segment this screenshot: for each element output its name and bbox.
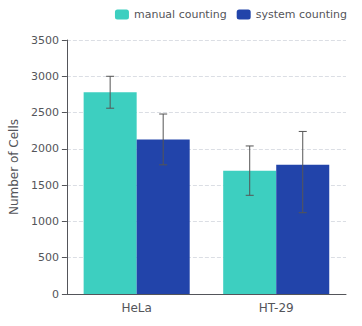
svg-text:Number of Cells: Number of Cells [7,119,21,215]
svg-text:HeLa: HeLa [121,301,151,315]
svg-text:1500: 1500 [31,179,59,192]
svg-text:1000: 1000 [31,215,59,228]
svg-text:manual counting: manual counting [134,8,227,21]
svg-text:2000: 2000 [31,142,59,155]
svg-text:HT-29: HT-29 [259,301,294,315]
svg-text:system counting: system counting [256,8,347,21]
svg-text:3000: 3000 [31,70,59,83]
svg-text:0: 0 [52,288,59,301]
svg-text:3500: 3500 [31,34,59,47]
svg-text:2500: 2500 [31,106,59,119]
svg-text:500: 500 [38,251,59,264]
